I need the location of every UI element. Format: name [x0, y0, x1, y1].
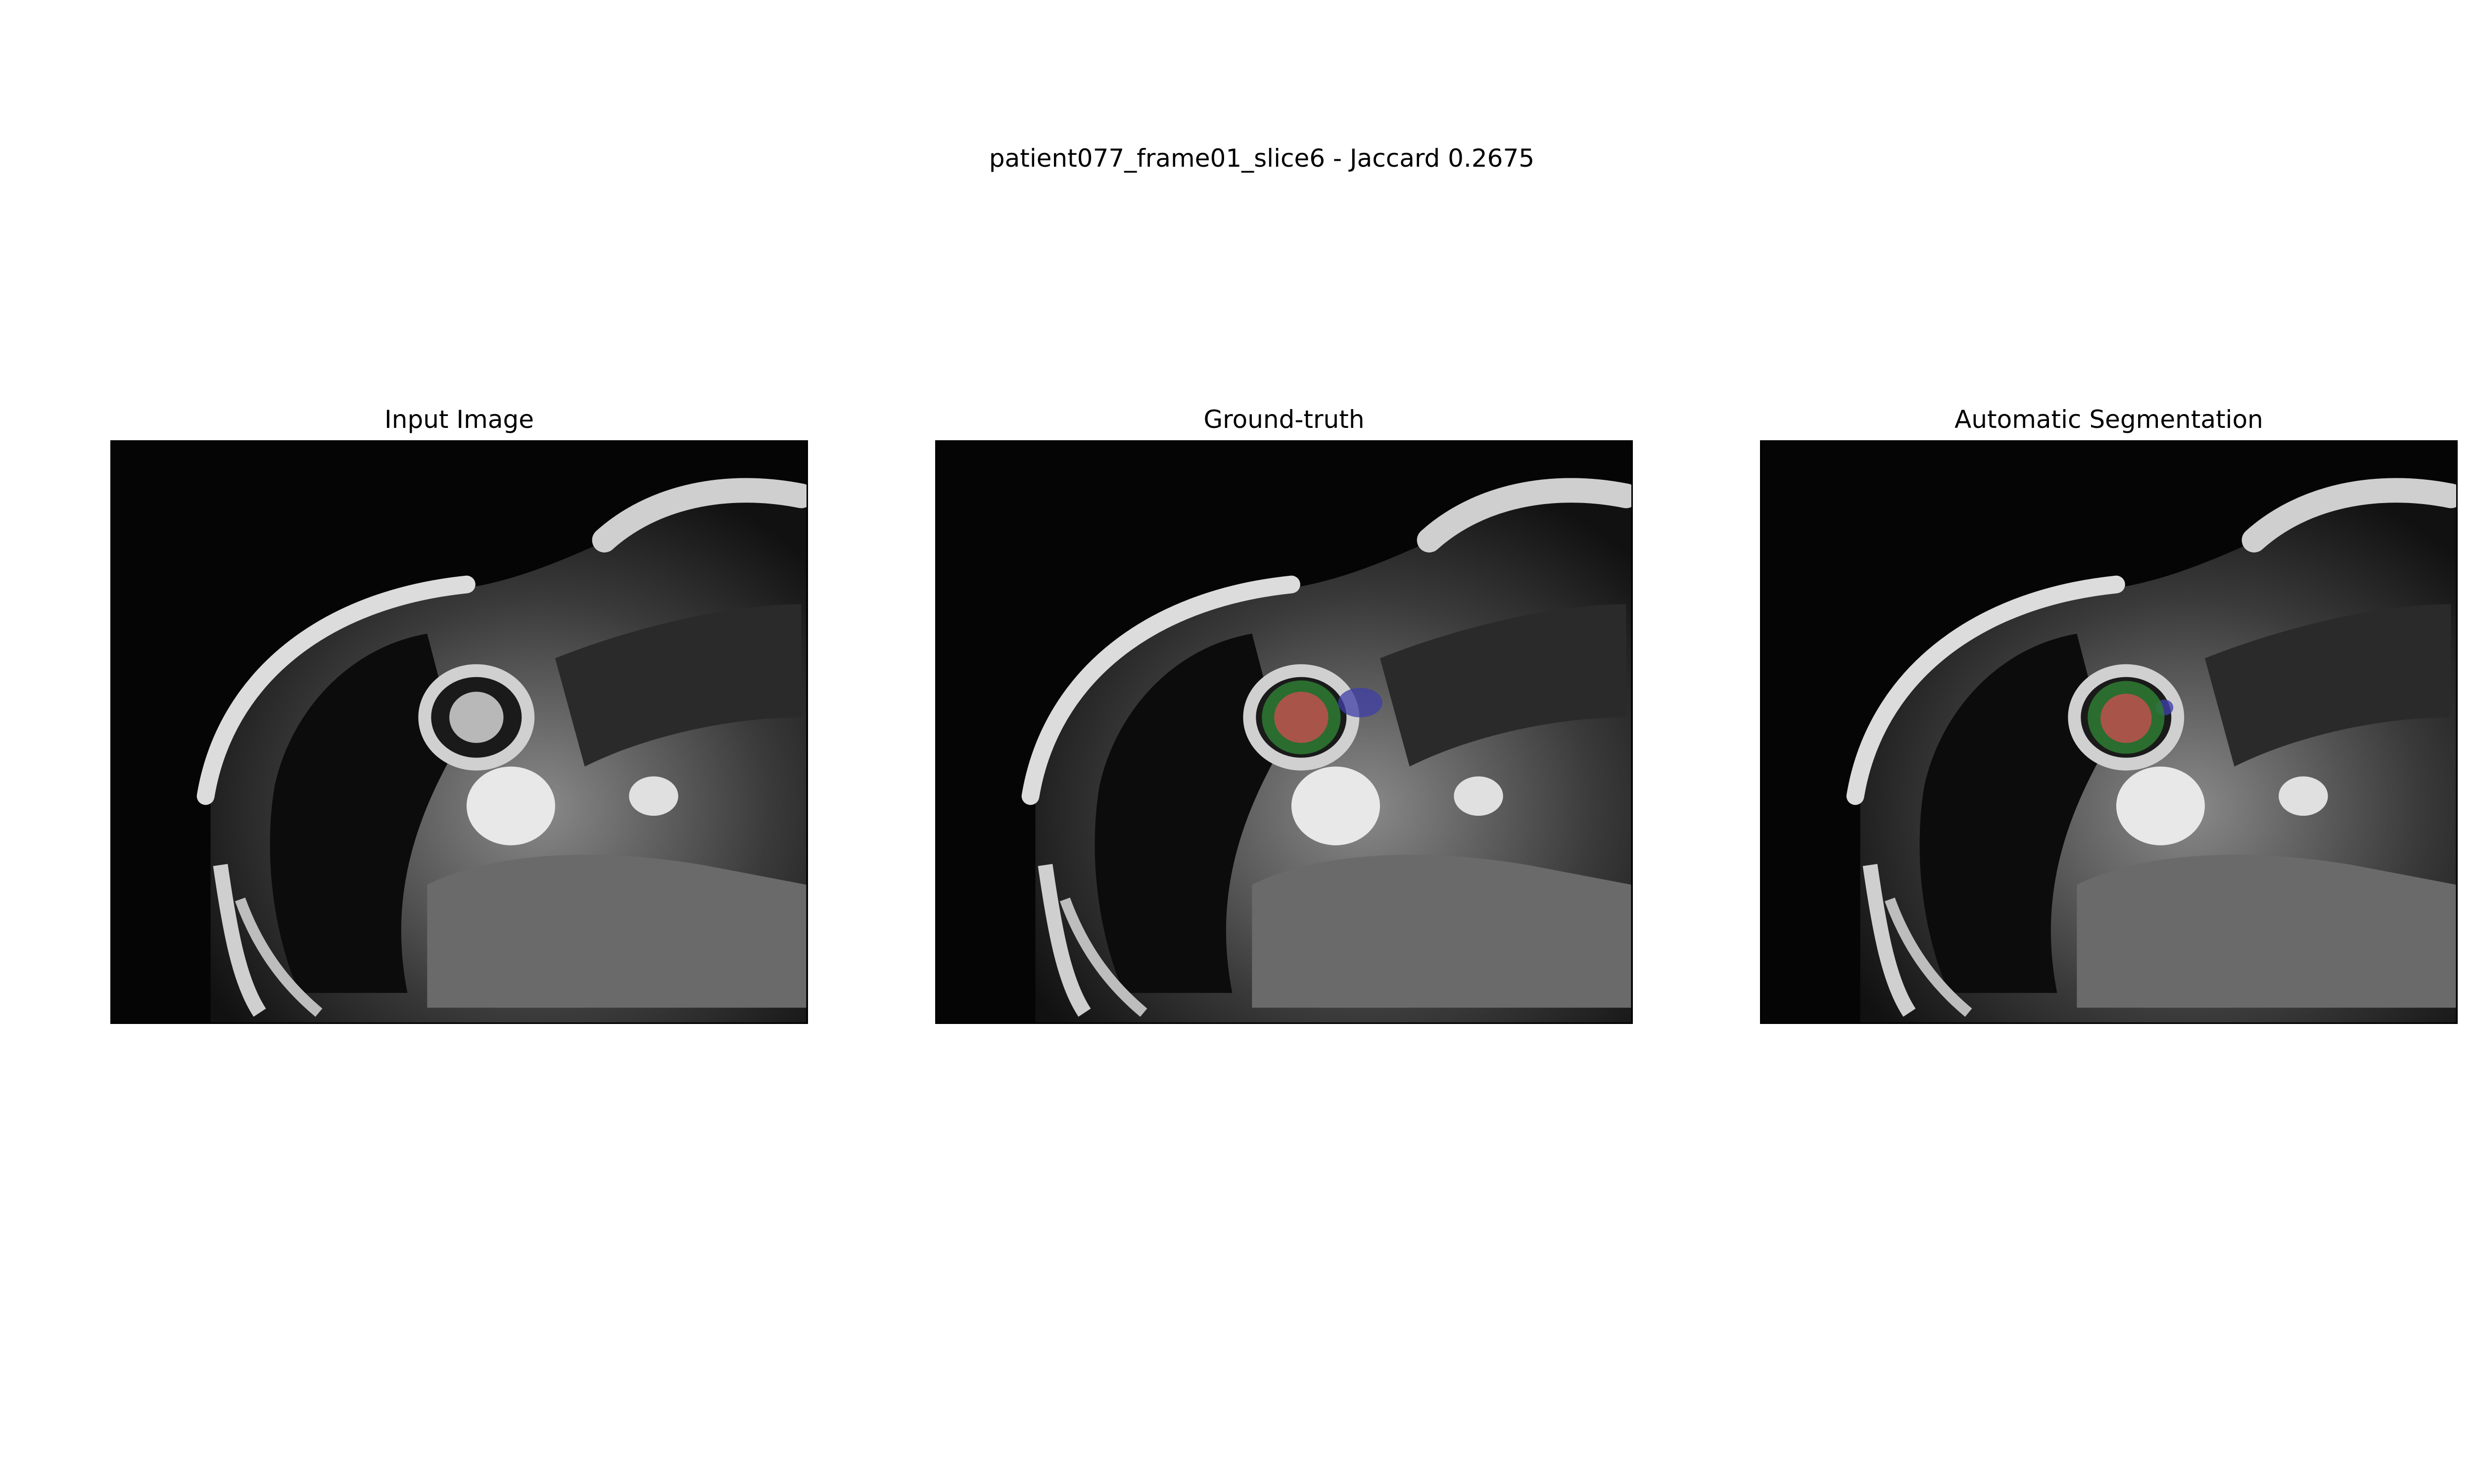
ground-truth-panel [935, 440, 1633, 1024]
predicted-mask [2088, 681, 2174, 754]
ground-truth-mask [1262, 680, 1382, 754]
mri-automatic-image [1761, 442, 2456, 1022]
input-image-panel [110, 440, 808, 1024]
figure-title: patient077_frame01_slice6 - Jaccard 0.26… [989, 144, 1535, 173]
panel-title-ground-truth: Ground-truth [1203, 405, 1365, 434]
panel-title-automatic: Automatic Segmentation [1954, 405, 2263, 434]
mri-input-image [112, 442, 807, 1022]
lv-mask-red [1274, 692, 1329, 743]
panel-title-input: Input Image [384, 405, 534, 434]
lv-mask-red [2100, 694, 2152, 743]
mri-ground-truth-image [937, 442, 1631, 1022]
rv-mask-blue [1338, 688, 1382, 718]
automatic-segmentation-panel [1760, 440, 2458, 1024]
